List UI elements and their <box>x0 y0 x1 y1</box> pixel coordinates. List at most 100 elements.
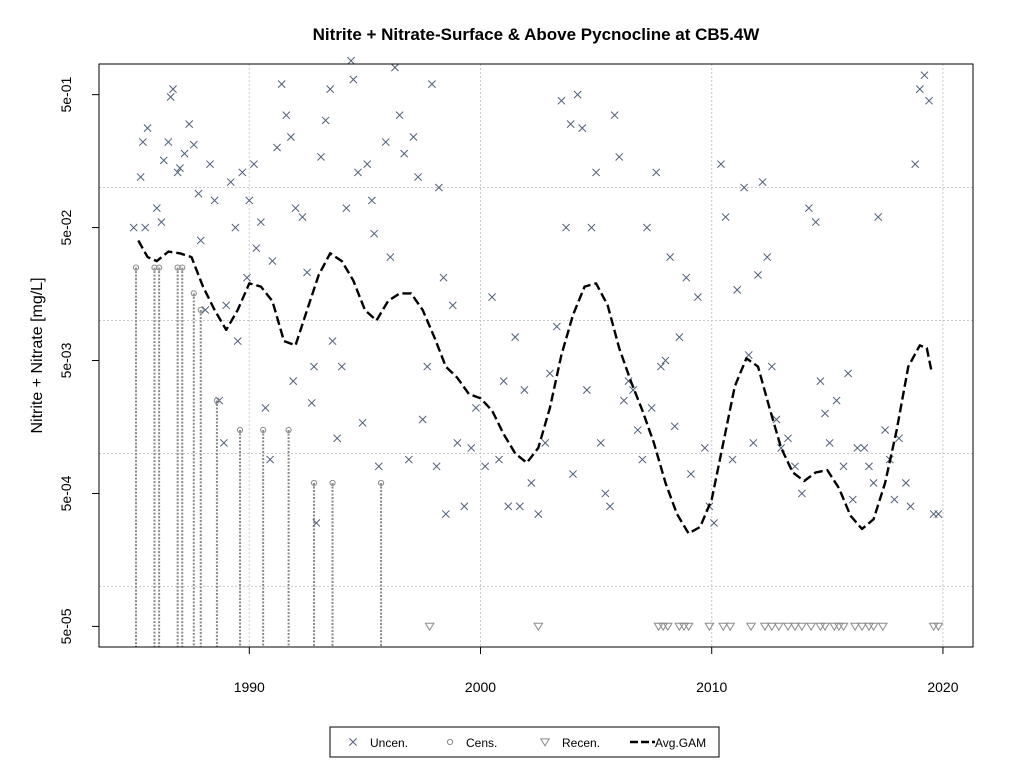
x-tick-label: 2010 <box>696 679 727 695</box>
uncensored-point <box>638 455 647 464</box>
uncensored-point <box>534 510 543 519</box>
uncensored-point <box>797 489 806 498</box>
uncensored-point <box>312 519 321 527</box>
uncensored-point <box>874 213 883 222</box>
uncensored-point <box>460 502 469 511</box>
grid <box>99 64 973 647</box>
uncensored-point <box>647 403 656 412</box>
legend-box <box>329 726 720 758</box>
uncensored-point <box>189 140 198 149</box>
censored-point <box>377 479 385 487</box>
uncensored-point <box>848 495 857 504</box>
uncensored-point <box>256 218 265 227</box>
uncensored-point <box>409 133 418 141</box>
censored-point <box>132 264 140 271</box>
uncensored-point <box>562 223 571 232</box>
uncensored-point <box>201 306 210 314</box>
x-tick-label: 2000 <box>465 679 496 695</box>
uncensored-point <box>915 85 924 94</box>
uncensored-point <box>249 160 258 169</box>
uncensored-point <box>273 143 281 152</box>
uncensored-point <box>194 189 203 198</box>
uncensored-point <box>758 178 767 187</box>
uncensored-point <box>303 268 312 277</box>
uncensored-point <box>363 160 372 169</box>
uncensored-point <box>573 90 582 99</box>
uncensored-point <box>196 236 205 245</box>
recensored-point <box>662 622 673 632</box>
recensored-point <box>819 622 831 632</box>
recensored-point <box>533 622 544 632</box>
uncensored-point <box>925 96 934 105</box>
uncensored-point <box>277 80 286 89</box>
uncensored-point <box>349 75 358 84</box>
data-points <box>129 56 944 632</box>
uncensored-point <box>333 434 342 443</box>
legend-label: Recen. <box>562 736 600 750</box>
uncensored-point <box>286 133 295 141</box>
legend-symbol-recensored <box>539 738 551 747</box>
uncensored-point <box>157 218 166 227</box>
uncensored-point <box>499 377 508 386</box>
censored-point <box>190 290 197 297</box>
censored-point <box>213 397 221 404</box>
uncensored-point <box>601 489 610 498</box>
censored-point <box>236 426 244 434</box>
uncensored-point <box>515 502 524 511</box>
uncensored-point <box>557 96 566 105</box>
chart-title: Nitrite + Nitrate-Surface & Above Pycnoc… <box>313 25 761 44</box>
uncensored-point <box>901 478 910 487</box>
uncensored-point <box>890 495 899 504</box>
uncensored-point <box>243 273 251 282</box>
uncensored-point <box>869 478 878 487</box>
legend-label: Cens. <box>466 736 497 750</box>
uncensored-point <box>728 455 737 464</box>
uncensored-point <box>733 285 742 294</box>
uncensored-point <box>173 168 182 177</box>
uncensored-point <box>682 273 691 282</box>
uncensored-point <box>592 168 601 177</box>
uncensored-point <box>569 470 577 478</box>
uncensored-point <box>414 173 423 181</box>
uncensored-point <box>860 443 869 452</box>
legend-symbol-uncensored <box>349 738 357 746</box>
uncensored-point <box>615 152 624 161</box>
uncensored-point <box>226 178 235 187</box>
uncensored-point <box>675 333 684 342</box>
y-axis-label: Nitrite + Nitrate [mg/L] <box>29 277 46 433</box>
uncensored-point <box>811 218 820 227</box>
uncensored-point <box>606 502 614 511</box>
uncensored-point <box>370 229 379 238</box>
uncensored-point <box>481 462 490 471</box>
censored-point <box>260 426 267 434</box>
uncensored-point <box>347 56 355 65</box>
uncensored-point <box>566 120 575 129</box>
uncensored-point <box>233 337 242 346</box>
uncensored-point <box>129 223 138 232</box>
uncensored-point <box>141 223 150 232</box>
uncensored-point <box>164 138 173 146</box>
uncensored-point <box>400 149 409 158</box>
y-tick-label: 5e-03 <box>58 342 74 378</box>
uncensored-point <box>291 204 300 213</box>
uncensored-point <box>656 362 665 371</box>
uncensored-point <box>441 510 450 519</box>
recensored-point <box>766 622 777 632</box>
recensored-point <box>856 622 868 632</box>
censored-point <box>285 426 292 434</box>
uncensored-point <box>911 160 920 169</box>
uncensored-point <box>754 271 762 279</box>
uncensored-point <box>596 438 605 447</box>
uncensored-point <box>582 386 591 394</box>
uncensored-point <box>710 519 718 527</box>
uncensored-point <box>261 403 270 412</box>
recensored-point <box>796 622 807 632</box>
recensored-point <box>782 622 794 632</box>
uncensored-point <box>839 462 848 471</box>
uncensored-point <box>404 455 413 464</box>
uncensored-point <box>763 253 772 262</box>
uncensored-point <box>721 213 730 222</box>
uncensored-point <box>185 120 194 129</box>
uncensored-point <box>245 196 254 205</box>
